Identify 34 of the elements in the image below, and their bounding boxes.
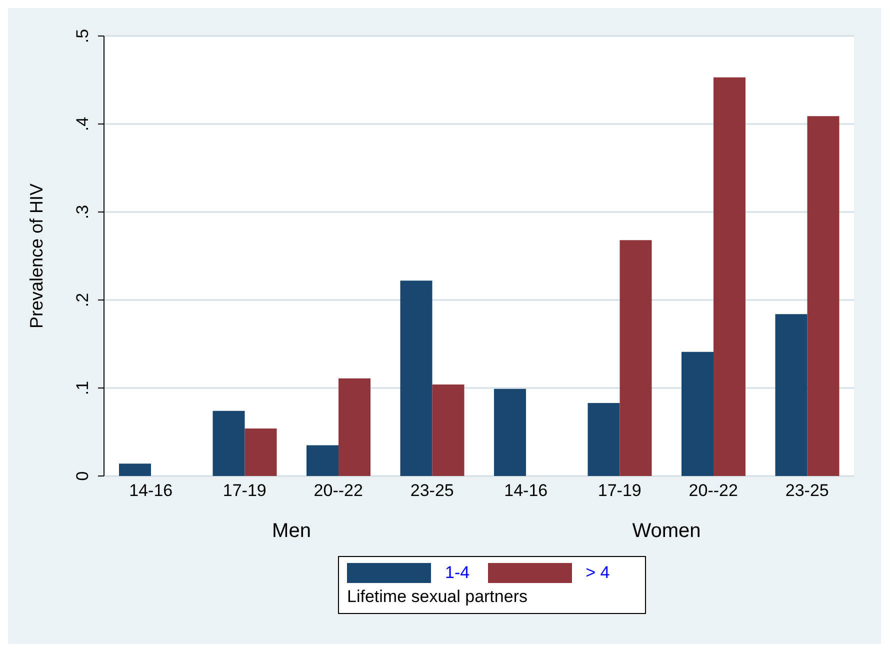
y-tick-label: .4 [73, 116, 92, 132]
y-tick-label: .3 [73, 204, 92, 220]
bar [119, 464, 151, 476]
bar [588, 402, 620, 476]
bar [682, 352, 714, 476]
bar [244, 428, 277, 476]
bar [432, 384, 464, 476]
y-tick-label: 0 [73, 471, 92, 481]
bar [494, 388, 526, 476]
legend-label: > 4 [586, 563, 610, 583]
legend-label: 1-4 [445, 563, 470, 583]
bar [306, 445, 338, 476]
text: Men [271, 520, 312, 543]
x-tick-label: 14-16 [129, 481, 173, 500]
bar [620, 240, 652, 476]
bar [400, 280, 432, 476]
x-tick-label: 14-16 [504, 481, 548, 500]
bar [338, 378, 370, 476]
y-tick-label: .5 [73, 28, 92, 44]
x-tick-label: 23-25 [410, 481, 454, 500]
y-axis-title: Prevalence of HIV [26, 183, 46, 329]
x-tick-label: 17-19 [598, 481, 642, 500]
x-tick-label: 20--22 [314, 481, 363, 500]
x-tick-label: 20--22 [688, 481, 738, 500]
x-tick-label: 23-25 [785, 481, 829, 500]
x-tick-label: 17-19 [222, 481, 266, 500]
bar [775, 314, 808, 476]
bar [807, 116, 840, 476]
y-tick-label: .2 [73, 292, 92, 308]
bar [212, 410, 245, 476]
y-tick-label: .1 [73, 380, 92, 396]
text: Women [631, 520, 702, 543]
bar [714, 77, 746, 476]
legend-title: Lifetime sexual partners [347, 587, 528, 607]
